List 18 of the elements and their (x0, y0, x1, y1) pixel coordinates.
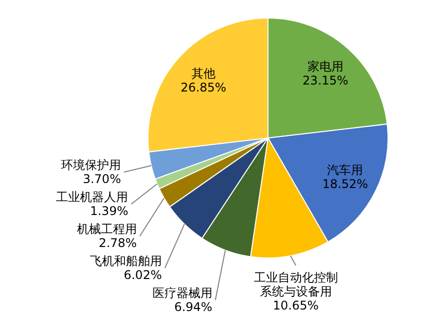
slice-label: 机械工程用 (76, 222, 137, 236)
slice-label: 飞机和船舶用 (90, 254, 162, 268)
data-label: 23.15% (302, 73, 348, 88)
slice-label: 工业自动化控制系统与设备用 (254, 270, 338, 298)
slice-label: 其他 (191, 66, 216, 81)
slice-label: 医疗器械用 (152, 286, 212, 300)
data-label: 6.02% (124, 268, 162, 282)
data-label: 18.52% (322, 176, 368, 191)
slice-label: 家电用 (307, 59, 344, 74)
data-label: 3.70% (82, 172, 121, 186)
slice-label: 环境保护用 (60, 158, 121, 172)
data-label: 26.85% (180, 80, 226, 95)
data-label: 2.78% (98, 236, 137, 250)
slice-label: 工业机器人用 (56, 190, 128, 204)
slice-label: 汽车用 (327, 162, 364, 177)
data-label: 6.94% (174, 300, 212, 314)
data-label: 10.65% (272, 298, 319, 312)
data-label: 1.39% (90, 204, 128, 218)
